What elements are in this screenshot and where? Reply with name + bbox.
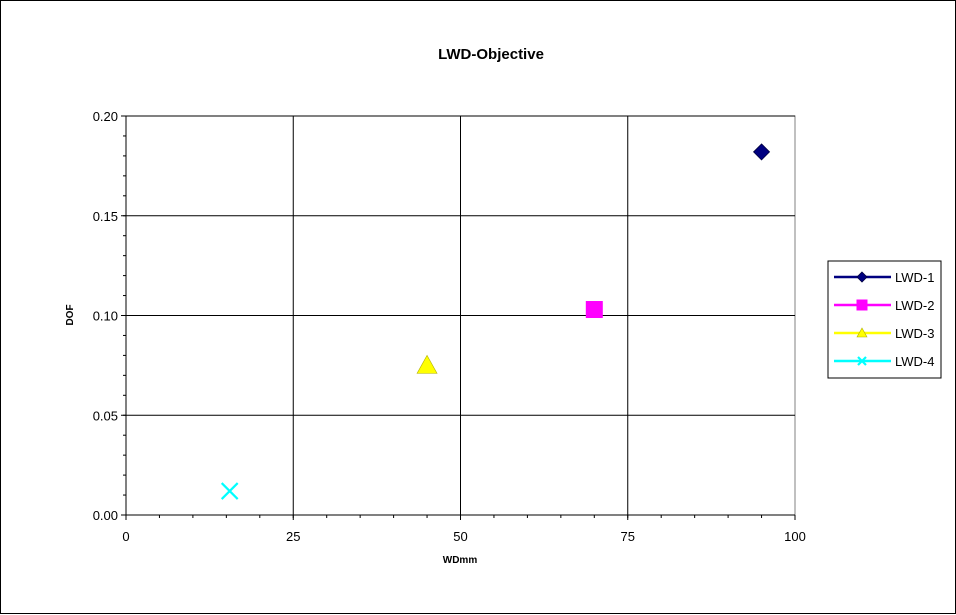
data-point-lwd-2 [585,301,603,319]
data-point-lwd-1 [752,143,771,161]
y-tick-label: 0.00 [93,508,118,523]
legend-box [827,260,942,379]
x-axis-title: WDmm [443,555,478,566]
data-points [220,143,771,500]
legend-entry: LWD-4 [834,354,934,369]
tick-labels: 0 25 50 75 100 0.00 0.05 0.10 0.15 0.20 [93,109,806,544]
legend-marker [857,356,867,366]
y-tick-label: 0.20 [93,109,118,124]
legend-marker [856,271,868,283]
legend-entry: LWD-2 [834,298,934,313]
y-axis-title: DOF [65,304,76,325]
grid-lines [126,115,795,515]
data-point-lwd-4 [220,482,239,500]
legend-entry: LWD-1 [834,270,934,285]
legend-items: LWD-1 LWD-2 LWD-3 LWD-4 [834,270,934,369]
legend: LWD-1 LWD-2 LWD-3 LWD-4 [827,260,942,379]
legend-entry: LWD-3 [834,326,934,341]
y-tick-label: 0.15 [93,209,118,224]
legend-marker [856,327,868,338]
x-tick-label: 25 [286,529,300,544]
y-tick-label: 0.05 [93,408,118,423]
legend-label: LWD-1 [895,270,934,285]
y-tick-label: 0.10 [93,309,118,324]
axes [121,115,796,520]
x-tick-label: 0 [122,529,129,544]
data-point-lwd-3 [416,354,438,374]
x-tick-label: 100 [784,529,806,544]
legend-label: LWD-4 [895,354,934,369]
legend-label: LWD-3 [895,326,934,341]
x-tick-label: 50 [453,529,467,544]
x-tick-label: 75 [621,529,635,544]
legend-marker [856,299,868,311]
legend-label: LWD-2 [895,298,934,313]
chart-title: LWD-Objective [438,46,544,63]
